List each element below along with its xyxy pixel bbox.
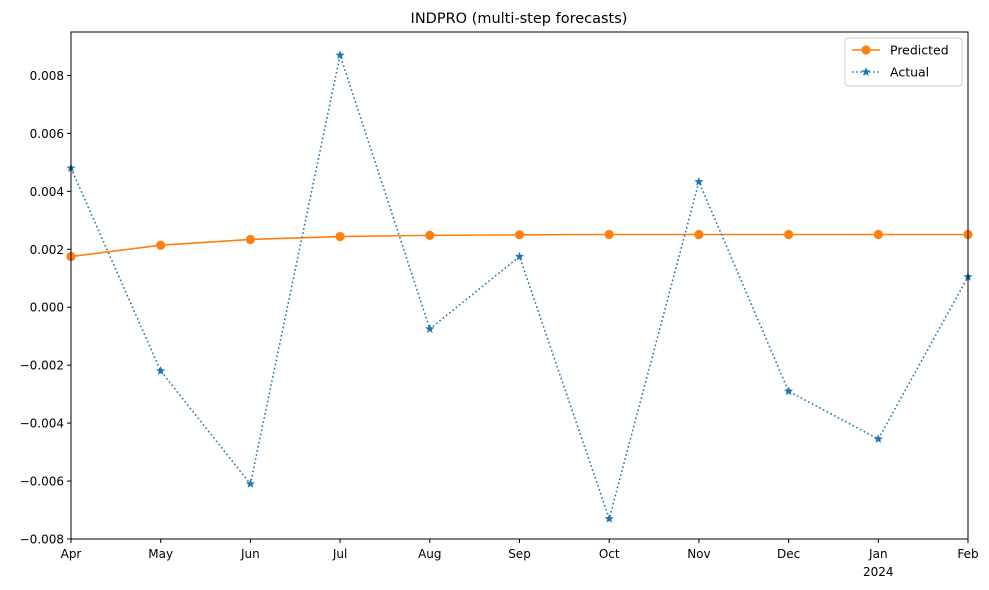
point-actual — [514, 251, 525, 261]
point-predicted — [873, 229, 883, 240]
y-tick-label: 0.008 — [30, 69, 64, 83]
series-layer — [66, 50, 973, 523]
x-tick-label: Jun — [240, 547, 260, 561]
x-tick-label: Jul — [332, 547, 347, 561]
y-tick-label: 0.004 — [30, 185, 64, 199]
point-predicted — [425, 230, 435, 240]
legend-label-actual: Actual — [890, 65, 929, 80]
x-tick-label: Nov — [687, 547, 710, 561]
y-tick-label: 0.006 — [30, 127, 64, 141]
x-tick-label: Aug — [418, 547, 441, 561]
y-tick-label: −0.002 — [20, 359, 64, 373]
x-year-label: 2024 — [863, 565, 894, 579]
point-actual — [425, 324, 435, 333]
point-actual — [784, 386, 794, 396]
y-tick-label: −0.006 — [20, 475, 64, 489]
x-tick-label: Jan — [868, 547, 888, 561]
y-tick-label: 0.000 — [30, 301, 64, 315]
point-predicted — [784, 229, 794, 240]
y-tick-label: −0.008 — [20, 533, 64, 547]
legend-marker-actual — [861, 67, 871, 76]
chart-title: INDPRO (multi-step forecasts) — [411, 11, 628, 27]
y-tick-label: −0.004 — [20, 417, 64, 431]
point-predicted — [245, 234, 255, 245]
point-actual — [245, 479, 255, 488]
point-predicted — [514, 230, 525, 240]
point-actual — [604, 513, 614, 523]
legend-marker-predicted — [861, 45, 871, 55]
x-tick-label: Apr — [61, 547, 82, 561]
x-tick-label: May — [148, 547, 173, 561]
legend: Predicted Actual — [844, 37, 963, 87]
y-tick-label: 0.002 — [30, 243, 64, 257]
x-tick-label: Feb — [957, 547, 978, 561]
point-actual — [335, 50, 345, 60]
x-tick-label: Sep — [508, 547, 531, 561]
plot-frame — [70, 31, 969, 540]
series-line-actual — [70, 52, 969, 522]
point-actual — [694, 176, 704, 186]
point-actual — [873, 434, 883, 443]
legend-label-predicted: Predicted — [890, 43, 949, 58]
point-predicted — [604, 229, 614, 240]
point-predicted — [335, 231, 345, 242]
point-predicted — [694, 229, 704, 240]
x-tick-label: Oct — [599, 547, 620, 561]
x-tick-label: Dec — [777, 547, 800, 561]
point-predicted — [156, 240, 166, 250]
axis-layer: −0.008 −0.006 −0.004 −0.002 0.000 0.002 0.004 0… — [20, 69, 979, 579]
point-actual — [156, 366, 166, 375]
